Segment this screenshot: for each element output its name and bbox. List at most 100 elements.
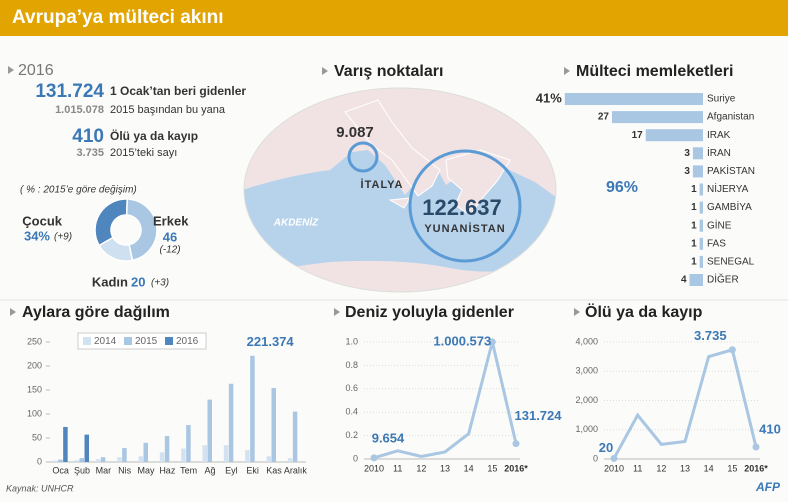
value-label: 9.654 <box>372 430 405 445</box>
point <box>370 454 378 462</box>
y-tick-label: 50 <box>32 432 42 442</box>
y-tick-label: 200 <box>27 360 42 370</box>
category-label: DİĞER <box>707 273 739 286</box>
value-label: 3.735 <box>694 328 727 343</box>
bar <box>699 237 703 250</box>
category-label: Suriye <box>707 94 736 105</box>
italy <box>344 99 441 197</box>
value-label: 131.724 <box>515 408 563 423</box>
bar <box>100 457 106 462</box>
value-label: 1 <box>691 220 697 231</box>
bar <box>699 255 703 268</box>
annotation: 96% <box>606 179 638 196</box>
x-tick-label: 13 <box>680 463 690 473</box>
x-tick-label: Haz <box>159 465 176 475</box>
x-tick-label: Aralık <box>284 465 308 475</box>
bar <box>287 458 293 462</box>
legend-swatch <box>165 337 173 345</box>
bar <box>245 450 250 462</box>
legend-label: 2014 <box>94 336 117 347</box>
bar <box>159 452 165 462</box>
bar <box>223 445 229 462</box>
x-tick-label: 15 <box>487 463 497 473</box>
category-label: GİNE <box>707 218 732 231</box>
x-tick-label: Eyl <box>225 465 238 475</box>
y-tick-label: 1.0 <box>345 336 358 346</box>
pie-slice <box>125 198 158 262</box>
x-tick-label: 15 <box>727 463 737 473</box>
slice-change: (-12) <box>159 245 180 256</box>
value-label: 27 <box>598 112 610 123</box>
map-value: 122.637 <box>422 195 502 220</box>
stat-label: Ölü ya da kayıp <box>110 128 198 143</box>
value-label: 41% <box>536 90 562 105</box>
bar <box>250 355 255 462</box>
bar <box>122 448 127 462</box>
y-tick-label: 0.6 <box>345 383 358 393</box>
slice-value: 20 <box>131 274 145 289</box>
bar <box>84 434 89 462</box>
point <box>488 338 496 346</box>
bar <box>645 129 703 142</box>
bar <box>95 459 101 462</box>
stat-value: 3.735 <box>76 147 104 159</box>
x-tick-label: Eki <box>246 465 259 475</box>
bar <box>138 456 143 462</box>
x-tick-label: 12 <box>656 463 666 473</box>
x-tick-label: 12 <box>416 463 426 473</box>
bar <box>699 219 703 232</box>
y-tick-label: 150 <box>27 384 42 394</box>
x-tick-label: 13 <box>440 463 450 473</box>
bar <box>292 411 298 462</box>
stat-label: 2015 başından bu yana <box>110 104 226 116</box>
value-label: 1 <box>691 202 697 213</box>
map <box>244 88 556 292</box>
map-value: 9.087 <box>336 124 374 141</box>
category-label: İRAN <box>707 146 731 159</box>
value-label: 4 <box>681 275 687 286</box>
bar <box>266 456 271 462</box>
category-label: IRAK <box>707 130 731 141</box>
y-tick-label: 0 <box>37 456 42 466</box>
bullet <box>564 67 570 75</box>
legend-label: 2015 <box>135 336 158 347</box>
source: Kaynak: UNHCR <box>6 483 74 493</box>
value-label: 20 <box>599 440 613 455</box>
x-tick-label: 14 <box>704 463 714 473</box>
x-tick-label: Nis <box>118 465 131 475</box>
bar <box>117 457 122 462</box>
bar <box>181 448 186 462</box>
x-tick-label: Ağ <box>204 465 215 475</box>
value-label: 1.000.573 <box>433 333 491 348</box>
point <box>752 443 760 451</box>
map-label: YUNANİSTAN <box>424 222 505 235</box>
bar <box>699 201 703 214</box>
bar <box>186 425 191 462</box>
x-tick-label: Oca <box>52 465 69 475</box>
category-label: PAKİSTAN <box>707 164 755 177</box>
x-tick-label: 11 <box>393 463 402 473</box>
slice-change: (+3) <box>151 278 169 289</box>
title: Avrupa’ya mülteci akını <box>12 7 224 28</box>
x-tick-label: Tem <box>180 465 197 475</box>
section-title: Varış noktaları <box>334 63 443 80</box>
x-tick-label: 2016* <box>504 463 528 473</box>
y-tick-label: 4,000 <box>575 336 598 346</box>
italy-circle <box>347 141 379 173</box>
x-tick-label: Kas <box>266 465 282 475</box>
y-tick-label: 2,000 <box>575 395 598 405</box>
legend-swatch <box>124 337 132 345</box>
stat-value: 410 <box>72 126 104 147</box>
category-label: GAMBİYA <box>707 200 752 213</box>
stat-value: 1.015.078 <box>55 104 104 116</box>
bar <box>74 460 79 462</box>
value-label: 1 <box>691 238 697 249</box>
x-tick-label: 2016* <box>744 463 768 473</box>
x-tick-label: 2010 <box>604 463 624 473</box>
bar <box>228 383 234 462</box>
bar <box>207 399 212 462</box>
pie-slice <box>98 236 134 262</box>
stat-value: 131.724 <box>35 81 104 102</box>
category-label: FAS <box>707 238 726 249</box>
